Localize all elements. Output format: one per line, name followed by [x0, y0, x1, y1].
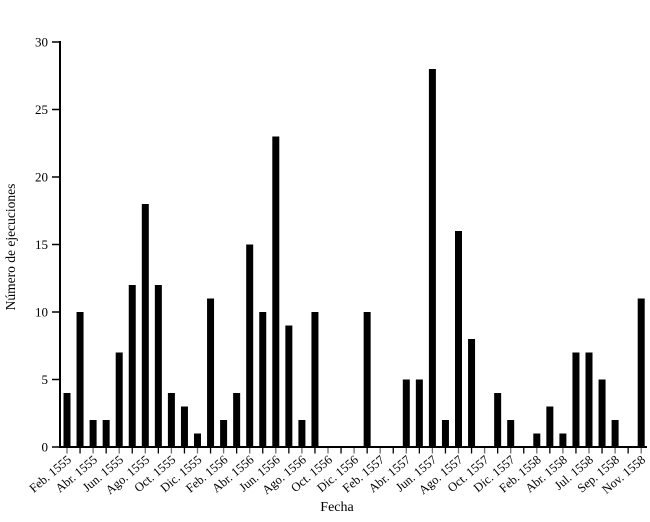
bar: [89, 420, 97, 447]
bar: [207, 298, 215, 447]
bar: [637, 298, 645, 447]
bar: [194, 433, 201, 447]
bar: [115, 352, 123, 447]
bar: [128, 285, 136, 447]
bar: [507, 420, 515, 447]
bar: [611, 420, 619, 447]
bar: [494, 393, 502, 447]
y-tick-label: 10: [35, 305, 48, 320]
bar: [180, 406, 188, 447]
y-tick-label: 25: [35, 102, 48, 117]
bar: [246, 244, 254, 447]
bar: [220, 420, 228, 447]
bar: [233, 393, 241, 447]
bar: [285, 325, 293, 447]
bar: [533, 433, 541, 447]
bar: [572, 352, 580, 447]
bar: [559, 433, 567, 447]
bar: [272, 136, 280, 447]
bar: [428, 69, 436, 447]
bar: [76, 312, 84, 447]
bar: [546, 406, 554, 447]
bar: [598, 379, 606, 447]
bar: [402, 379, 410, 447]
y-tick-label: 30: [35, 35, 48, 50]
bar: [441, 420, 449, 447]
y-tick-label: 5: [42, 372, 49, 387]
bar: [102, 420, 110, 447]
y-tick-label: 20: [35, 170, 48, 185]
y-axis-title: Número de ejecuciones: [3, 183, 18, 311]
bar: [468, 339, 476, 447]
bar: [63, 393, 71, 447]
bar: [415, 379, 423, 447]
bar: [298, 420, 306, 447]
bar: [585, 352, 593, 447]
bar: [311, 312, 319, 447]
x-axis-title: Fecha: [320, 500, 354, 515]
y-tick-label: 0: [42, 440, 49, 455]
y-tick-label: 15: [35, 237, 48, 252]
bar: [455, 231, 462, 447]
bar: [141, 204, 149, 447]
bar: [167, 393, 175, 447]
bar: [154, 285, 162, 447]
bar: [259, 312, 267, 447]
bar: [363, 312, 371, 447]
